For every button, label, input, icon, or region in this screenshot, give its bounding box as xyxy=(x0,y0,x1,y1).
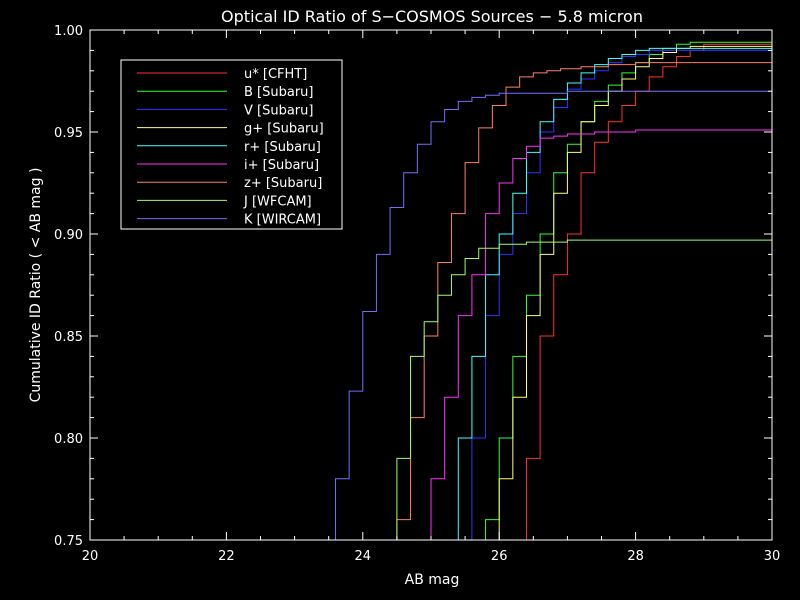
y-tick-label: 0.80 xyxy=(54,432,83,447)
series-line-3 xyxy=(485,45,772,540)
series-line-6 xyxy=(382,62,772,540)
y-tick-label: 0.90 xyxy=(54,228,83,243)
y-tick-label: 1.00 xyxy=(54,24,83,39)
legend-label: r+ [Subaru] xyxy=(244,140,321,155)
legend: u* [CFHT] B [Subaru] V [Subaru] g+ [Subaru]… xyxy=(120,59,343,230)
y-tick-label: 0.95 xyxy=(54,126,83,141)
legend-label: K [WIRCAM] xyxy=(244,213,321,228)
series-line-5 xyxy=(416,129,772,540)
series-line-1 xyxy=(471,41,772,540)
legend-label: g+ [Subaru] xyxy=(244,122,324,137)
x-tick-label: 22 xyxy=(218,549,235,564)
series-line-0 xyxy=(512,43,772,540)
legend-label: B [Subaru] xyxy=(244,85,314,100)
x-axis-label: AB mag xyxy=(405,572,460,588)
x-tick-label: 28 xyxy=(627,549,644,564)
legend-label: i+ [Subaru] xyxy=(244,158,319,173)
plot-series xyxy=(321,41,772,540)
legend-label: J [WFCAM] xyxy=(243,194,312,209)
y-tick-label: 0.75 xyxy=(54,534,83,549)
y-tick-label: 0.85 xyxy=(54,330,83,345)
legend-label: V [Subaru] xyxy=(244,103,313,118)
x-tick-label: 30 xyxy=(764,549,781,564)
legend-label: z+ [Subaru] xyxy=(244,176,322,191)
series-line-4 xyxy=(444,47,772,540)
chart-title: Optical ID Ratio of S−COSMOS Sources − 5… xyxy=(221,7,643,26)
x-tick-label: 24 xyxy=(355,549,372,564)
y-axis: 0.75 0.80 0.85 0.90 0.95 1.00 xyxy=(54,24,772,549)
legend-label: u* [CFHT] xyxy=(244,67,307,82)
series-line-7 xyxy=(382,239,772,540)
y-axis-label: Cumulative ID Ratio ( < AB mag ) xyxy=(28,168,44,403)
x-tick-label: 20 xyxy=(82,549,99,564)
series-line-8 xyxy=(321,90,772,540)
x-tick-label: 26 xyxy=(491,549,508,564)
x-axis: 20 22 24 26 28 30 xyxy=(82,30,781,564)
